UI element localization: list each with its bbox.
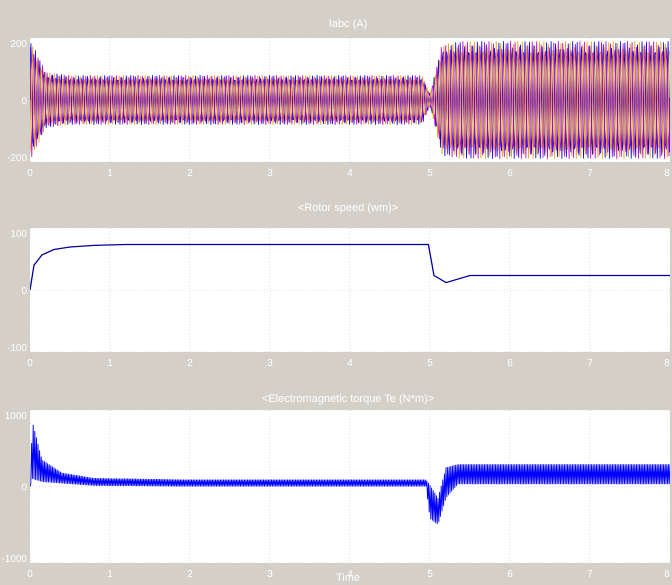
rotor-speed-x-tick-label: 3 — [267, 358, 273, 369]
torque-x-tick-label: 6 — [507, 569, 513, 580]
rotor-speed-y-tick-label: 100 — [10, 229, 27, 240]
iabc-x-tick-label: 4 — [347, 168, 353, 179]
iabc-x-tick-label: 8 — [664, 168, 670, 179]
torque-line — [30, 424, 670, 525]
torque-x-tick-label: 1 — [107, 569, 113, 580]
torque-y-tick-label: -1000 — [1, 554, 27, 565]
torque-y-tick-label: 1000 — [5, 411, 28, 422]
iabc-phase-2-line — [30, 41, 670, 159]
rotor-speed-y-tick-label: 0 — [21, 286, 27, 297]
torque-title: <Electromagnetic torque Te (N*m)> — [262, 393, 434, 405]
iabc-x-tick-label: 0 — [27, 168, 33, 179]
iabc-traces — [30, 41, 670, 159]
rotor-speed-x-tick-label: 5 — [427, 358, 433, 369]
iabc-x-tick-label: 1 — [107, 168, 113, 179]
time-axis-label: Time — [336, 572, 360, 584]
rotor-speed-x-tick-label: 8 — [664, 358, 670, 369]
rotor-speed-x-tick-label: 1 — [107, 358, 113, 369]
rotor-speed-x-tick-label: 2 — [187, 358, 193, 369]
iabc-x-tick-label: 2 — [187, 168, 193, 179]
rotor-speed-x-tick-label: 7 — [587, 358, 593, 369]
torque-panel: <Electromagnetic torque Te (N*m)> 0 1 2 3 4 5… — [1, 393, 671, 580]
rotor-speed-plot-area — [30, 228, 670, 352]
rotor-speed-x-tick-label: 0 — [27, 358, 33, 369]
rotor-speed-x-tick-label: 4 — [347, 358, 353, 369]
iabc-x-tick-label: 7 — [587, 168, 593, 179]
rotor-speed-line — [30, 243, 670, 291]
iabc-x-tick-label: 3 — [267, 168, 273, 179]
rotor-speed-x-tick-label: 6 — [507, 358, 513, 369]
torque-x-tick-label: 4 — [347, 569, 353, 580]
torque-x-tick-label: 7 — [587, 569, 593, 580]
iabc-y-tick-label: 0 — [21, 96, 27, 107]
torque-x-tick-label: 5 — [427, 569, 433, 580]
iabc-x-tick-label: 5 — [427, 168, 433, 179]
torque-x-tick-label: 0 — [27, 569, 33, 580]
iabc-title: Iabc (A) — [329, 18, 368, 30]
rotor-speed-y-tick-label: -100 — [7, 343, 27, 354]
rotor-speed-title: <Rotor speed (wm)> — [298, 202, 398, 214]
iabc-y-tick-label: 200 — [10, 39, 27, 50]
rotor-speed-traces — [30, 243, 670, 291]
torque-x-tick-label: 8 — [664, 569, 670, 580]
torque-plot-area — [30, 410, 670, 563]
iabc-x-tick-label: 6 — [507, 168, 513, 179]
torque-traces — [30, 424, 670, 525]
iabc-y-tick-label: -200 — [7, 153, 27, 164]
torque-x-tick-label: 3 — [267, 569, 273, 580]
torque-x-tick-label: 2 — [187, 569, 193, 580]
iabc-phase-3-line — [30, 41, 670, 159]
torque-y-tick-label: 0 — [21, 483, 27, 494]
